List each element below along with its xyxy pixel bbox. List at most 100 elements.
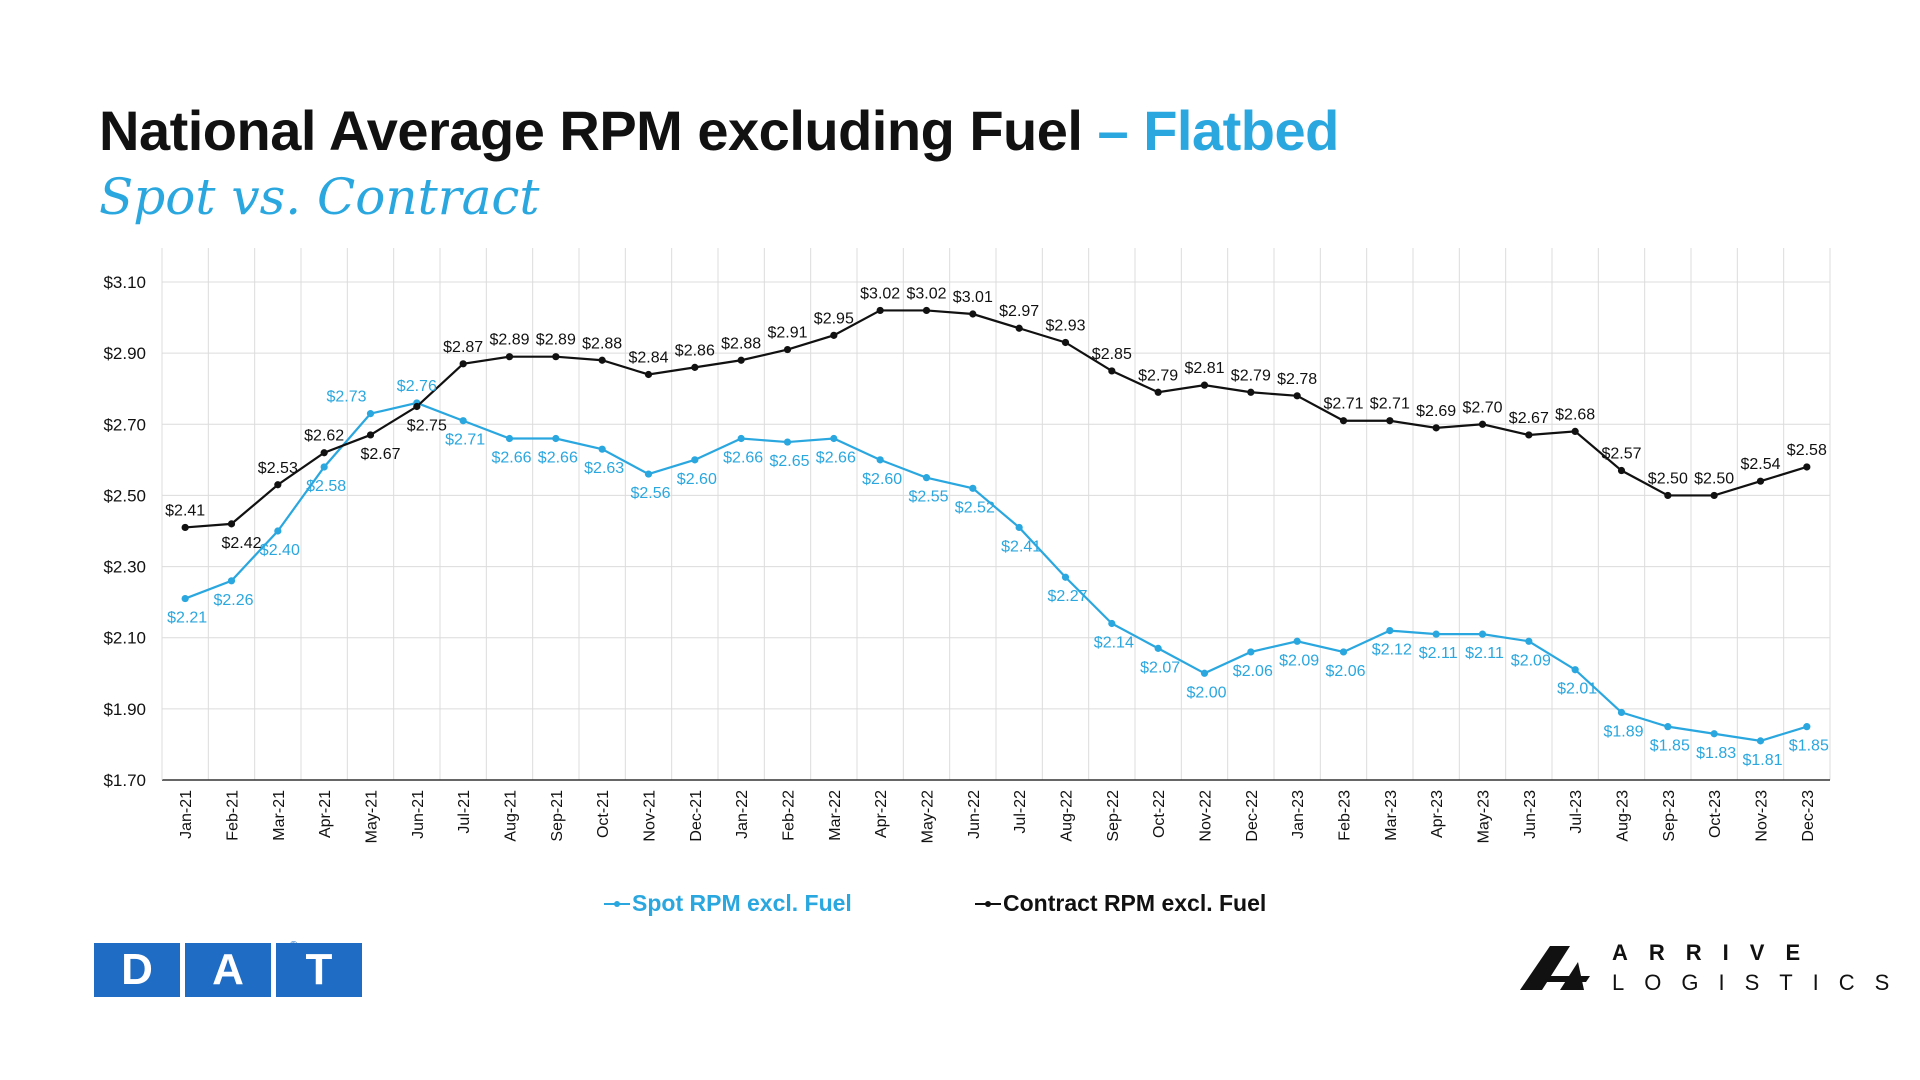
dat-logo-letter: T bbox=[276, 943, 362, 997]
data-label-contract: $2.91 bbox=[767, 325, 807, 342]
data-label-contract: $3.01 bbox=[953, 289, 993, 306]
series-layer bbox=[181, 306, 1811, 745]
data-label-spot: $2.00 bbox=[1186, 684, 1226, 701]
data-label-spot: $2.73 bbox=[326, 389, 366, 406]
y-tick-label: $2.70 bbox=[103, 415, 146, 434]
x-tick-label: Nov-23 bbox=[1754, 790, 1771, 842]
data-label-contract: $3.02 bbox=[860, 285, 900, 302]
data-label-spot: $2.40 bbox=[260, 542, 300, 559]
data-point bbox=[783, 345, 792, 354]
data-point bbox=[227, 577, 236, 585]
legend-item-spot: Spot RPM excl. Fuel bbox=[604, 890, 852, 917]
y-tick-label: $1.70 bbox=[103, 771, 146, 790]
title-accent: – Flatbed bbox=[1097, 99, 1340, 162]
data-label-spot: $2.06 bbox=[1325, 663, 1365, 680]
y-tick-label: $2.90 bbox=[103, 344, 146, 363]
data-point bbox=[737, 434, 745, 443]
x-tick-label: Oct-23 bbox=[1707, 790, 1724, 838]
data-point bbox=[1478, 630, 1487, 638]
data-point bbox=[691, 456, 699, 464]
data-point bbox=[552, 353, 560, 361]
data-label-contract: $2.42 bbox=[221, 535, 261, 552]
arrive-logistics-logo: ARRIVE LOGISTICS bbox=[1520, 940, 1889, 1010]
data-label-spot: $2.66 bbox=[816, 450, 856, 467]
x-tick-label: Dec-23 bbox=[1800, 790, 1817, 842]
x-tick-label: Nov-22 bbox=[1198, 790, 1215, 842]
data-point bbox=[1339, 648, 1348, 656]
data-label-spot: $1.89 bbox=[1603, 723, 1643, 740]
x-tick-label: Apr-23 bbox=[1429, 790, 1446, 838]
x-tick-label: Jun-22 bbox=[966, 790, 983, 839]
dat-logo-letter: D bbox=[94, 943, 180, 997]
data-point bbox=[1803, 463, 1811, 471]
data-point bbox=[922, 306, 931, 315]
data-label-spot: $2.09 bbox=[1511, 652, 1551, 669]
data-label-contract: $2.58 bbox=[1787, 442, 1827, 459]
x-tick-label: Feb-21 bbox=[225, 790, 242, 841]
data-point bbox=[1015, 324, 1023, 332]
data-labels: $2.21 $2.26 $2.40 $2.58 $2.73 $2.76 $2.71 $2.66… bbox=[165, 285, 1829, 768]
data-point bbox=[181, 523, 189, 532]
data-label-spot: $2.01 bbox=[1557, 681, 1597, 698]
data-point bbox=[413, 402, 421, 411]
grid bbox=[161, 248, 1831, 781]
data-point bbox=[1061, 338, 1070, 347]
data-point bbox=[691, 363, 699, 371]
data-point bbox=[505, 353, 514, 361]
data-point bbox=[1571, 427, 1579, 435]
dat-logo-letter: A bbox=[185, 943, 271, 997]
data-label-spot: $2.56 bbox=[630, 485, 670, 502]
data-label-spot: $2.11 bbox=[1465, 645, 1504, 662]
data-label-contract: $2.88 bbox=[582, 335, 622, 352]
data-label-spot: $2.66 bbox=[491, 450, 531, 467]
data-point bbox=[1108, 619, 1116, 628]
data-label-spot: $2.55 bbox=[908, 489, 948, 506]
dat-logo: D A T bbox=[94, 943, 362, 997]
data-point bbox=[1386, 627, 1394, 635]
x-tick-label: Oct-21 bbox=[595, 790, 612, 838]
data-point bbox=[1386, 417, 1394, 425]
data-point bbox=[1061, 573, 1070, 581]
data-label-spot: $2.60 bbox=[677, 471, 717, 488]
x-tick-label: Jul-23 bbox=[1568, 790, 1585, 834]
data-point bbox=[1154, 644, 1162, 652]
x-tick-label: Feb-23 bbox=[1337, 790, 1354, 841]
arrive-mark-icon bbox=[1520, 946, 1590, 990]
data-label-spot: $2.21 bbox=[167, 610, 207, 627]
data-label-spot: $2.76 bbox=[397, 378, 437, 395]
data-label-spot: $2.63 bbox=[584, 460, 624, 477]
data-point bbox=[1339, 417, 1348, 425]
data-point bbox=[1247, 648, 1255, 656]
x-tick-label: Mar-23 bbox=[1383, 790, 1400, 841]
data-point bbox=[1803, 723, 1811, 731]
data-point bbox=[274, 481, 282, 489]
y-tick-label: $2.10 bbox=[103, 629, 146, 648]
data-label-spot: $2.26 bbox=[213, 592, 253, 609]
data-label-spot: $2.66 bbox=[723, 450, 763, 467]
x-tick-label: May-21 bbox=[364, 790, 381, 843]
data-point bbox=[1432, 424, 1440, 432]
data-point bbox=[1710, 730, 1718, 738]
legend-label-spot: Spot RPM excl. Fuel bbox=[632, 890, 852, 916]
data-label-contract: $2.89 bbox=[489, 332, 529, 349]
data-label-contract: $2.95 bbox=[814, 310, 854, 327]
data-point bbox=[830, 331, 838, 339]
data-point bbox=[1571, 666, 1579, 674]
data-point bbox=[1710, 491, 1718, 500]
data-point bbox=[1154, 388, 1162, 396]
x-tick-label: Aug-22 bbox=[1059, 790, 1076, 842]
data-point bbox=[1617, 466, 1626, 475]
data-label-contract: $2.50 bbox=[1694, 470, 1734, 487]
x-tick-label: Sep-23 bbox=[1661, 790, 1678, 842]
data-point bbox=[366, 410, 375, 418]
data-label-contract: $2.71 bbox=[1323, 396, 1363, 413]
data-point bbox=[320, 449, 328, 457]
x-tick-label: Apr-21 bbox=[317, 790, 334, 838]
data-label-contract: $2.71 bbox=[1370, 396, 1410, 413]
data-label-spot: $1.85 bbox=[1789, 738, 1829, 755]
data-label-spot: $2.09 bbox=[1279, 652, 1319, 669]
data-label-spot: $2.52 bbox=[955, 499, 995, 516]
data-point bbox=[1247, 388, 1255, 396]
y-tick-label: $2.50 bbox=[103, 486, 146, 505]
x-tick-label: Sep-22 bbox=[1105, 790, 1122, 842]
